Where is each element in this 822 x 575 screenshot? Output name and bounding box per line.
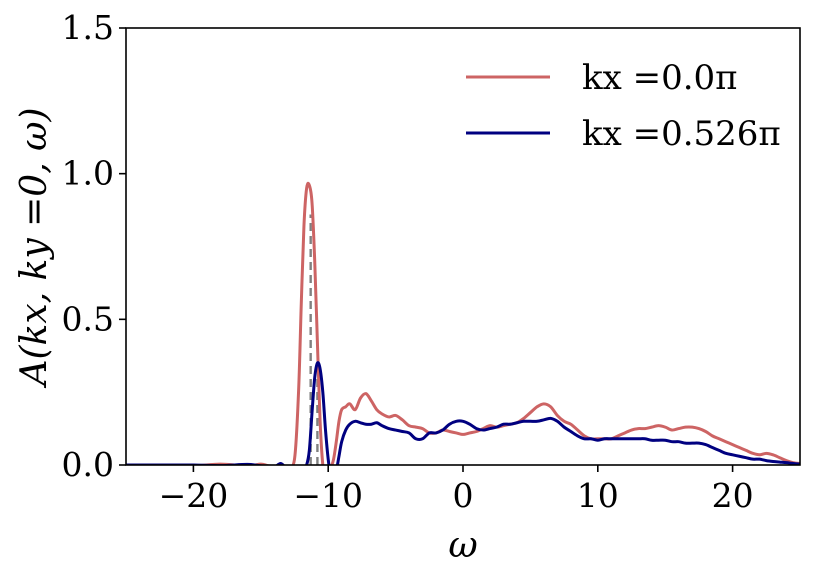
- x-tick-label: 10: [577, 476, 619, 515]
- series-lines: [126, 181, 800, 465]
- y-tick-label: 1.0: [62, 154, 114, 193]
- x-tick-label: 20: [712, 476, 754, 515]
- legend-label-1: kx =0.526π: [582, 114, 781, 154]
- x-tick-label: −10: [293, 476, 363, 515]
- y-tick-label: 0.5: [62, 299, 114, 338]
- y-tick-label: 1.5: [62, 8, 114, 47]
- y-tick-label: 0.0: [62, 445, 114, 484]
- series-line-1: [126, 361, 800, 465]
- series-line-0: [126, 181, 800, 465]
- x-tick-label: 0: [453, 476, 474, 515]
- legend: kx =0.0π kx =0.526π: [466, 58, 781, 154]
- x-axis-label: ω: [448, 525, 477, 566]
- y-axis-label: A(kx, ky =0, ω): [14, 108, 55, 389]
- legend-label-0: kx =0.0π: [582, 58, 738, 98]
- x-axis-ticks: −20 −10 0 10 20: [159, 465, 754, 515]
- y-axis-ticks: 0.0 0.5 1.0 1.5: [62, 8, 126, 484]
- x-tick-label: −20: [159, 476, 229, 515]
